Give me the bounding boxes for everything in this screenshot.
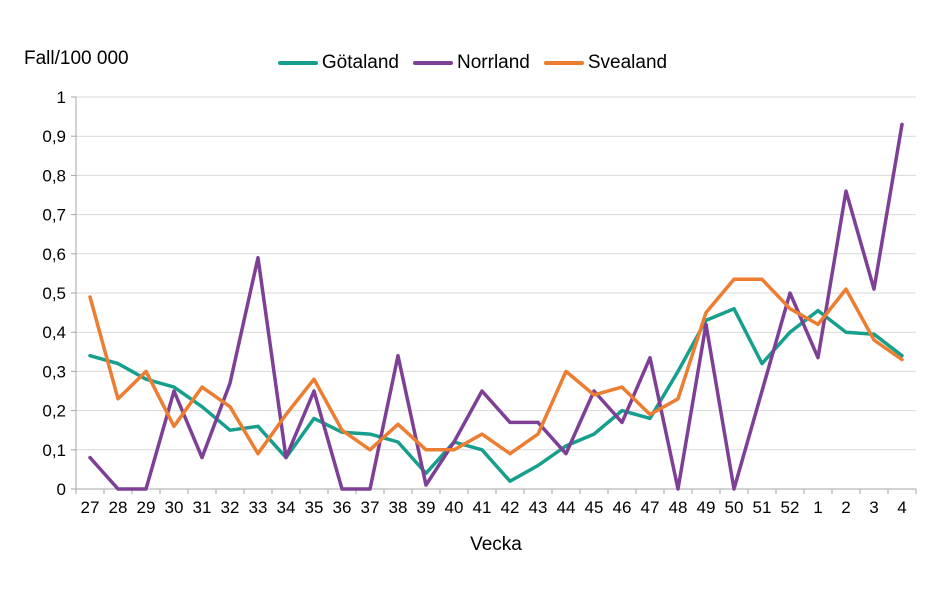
legend-label: Svealand — [587, 52, 668, 73]
x-tick-label: 36 — [333, 498, 352, 517]
x-tick-label: 49 — [697, 498, 716, 517]
x-tick-label: 52 — [781, 498, 800, 517]
legend-label: Götaland — [321, 52, 399, 73]
x-tick-label: 39 — [417, 498, 436, 517]
x-tick-label: 43 — [529, 498, 548, 517]
x-tick-label: 38 — [389, 498, 408, 517]
legend-item: Götaland — [277, 52, 399, 74]
series-lines — [88, 122, 904, 491]
y-tick-label: 0,3 — [42, 362, 66, 381]
y-tick-label: 0,9 — [42, 127, 66, 146]
x-tick-label: 31 — [193, 498, 212, 517]
gridlines — [76, 96, 916, 451]
y-tick-label: 0 — [57, 480, 66, 499]
legend-swatch — [543, 61, 584, 65]
y-tick-label: 0,4 — [42, 323, 66, 342]
x-tick-label: 51 — [753, 498, 772, 517]
x-tick-label: 46 — [613, 498, 632, 517]
x-tick-label: 33 — [249, 498, 268, 517]
x-tick-label: 45 — [585, 498, 604, 517]
y-tick-label: 0,5 — [42, 284, 66, 303]
x-tick-label: 34 — [277, 498, 296, 517]
chart-title: Fall/100 000 — [24, 48, 129, 69]
x-tick-label: 29 — [137, 498, 156, 517]
chart-legend: Götaland Norrland Svealand — [0, 52, 945, 74]
x-tick-label: 35 — [305, 498, 324, 517]
legend-swatch — [413, 61, 453, 65]
x-tick-label: 37 — [361, 498, 380, 517]
y-axis-labels: 0 0,1 0,2 0,3 0,4 0,5 0,6 0,7 0,8 0,9 1 — [42, 88, 66, 499]
x-tick-label: 50 — [725, 498, 744, 517]
y-tick-label: 0,8 — [42, 166, 66, 185]
legend-item: Svealand — [543, 52, 668, 74]
series-line-svealand — [88, 277, 904, 456]
y-tick-label: 0,1 — [42, 441, 66, 460]
series-line-norrland — [88, 122, 904, 491]
x-tick-label: 3 — [869, 498, 878, 517]
x-tick-label: 42 — [501, 498, 520, 517]
x-tick-label: 1 — [813, 498, 822, 517]
x-tick-label: 32 — [221, 498, 240, 517]
x-tick-label: 27 — [81, 498, 100, 517]
axes — [71, 96, 917, 494]
x-tick-label: 44 — [557, 498, 576, 517]
x-tick-label: 28 — [109, 498, 128, 517]
x-tick-label: 41 — [473, 498, 492, 517]
series-line-götaland — [88, 306, 904, 483]
y-tick-label: 0,6 — [42, 245, 66, 264]
y-tick-label: 1 — [57, 88, 66, 107]
y-tick-label: 0,2 — [42, 402, 66, 421]
x-tick-label: 2 — [841, 498, 850, 517]
legend-label: Norrland — [457, 52, 530, 73]
legend-swatch — [277, 61, 318, 65]
x-tick-label: 4 — [897, 498, 906, 517]
y-tick-label: 0,7 — [42, 206, 66, 225]
x-tick-label: 47 — [641, 498, 660, 517]
x-axis-title: Vecka — [470, 534, 522, 555]
x-axis-labels: 27 28 29 30 31 32 33 34 35 36 37 38 39 40 41 42 43 44 45 46… — [81, 498, 907, 517]
x-tick-label: 30 — [165, 498, 184, 517]
legend-item: Norrland — [413, 52, 530, 74]
x-tick-label: 40 — [445, 498, 464, 517]
x-tick-label: 48 — [669, 498, 688, 517]
